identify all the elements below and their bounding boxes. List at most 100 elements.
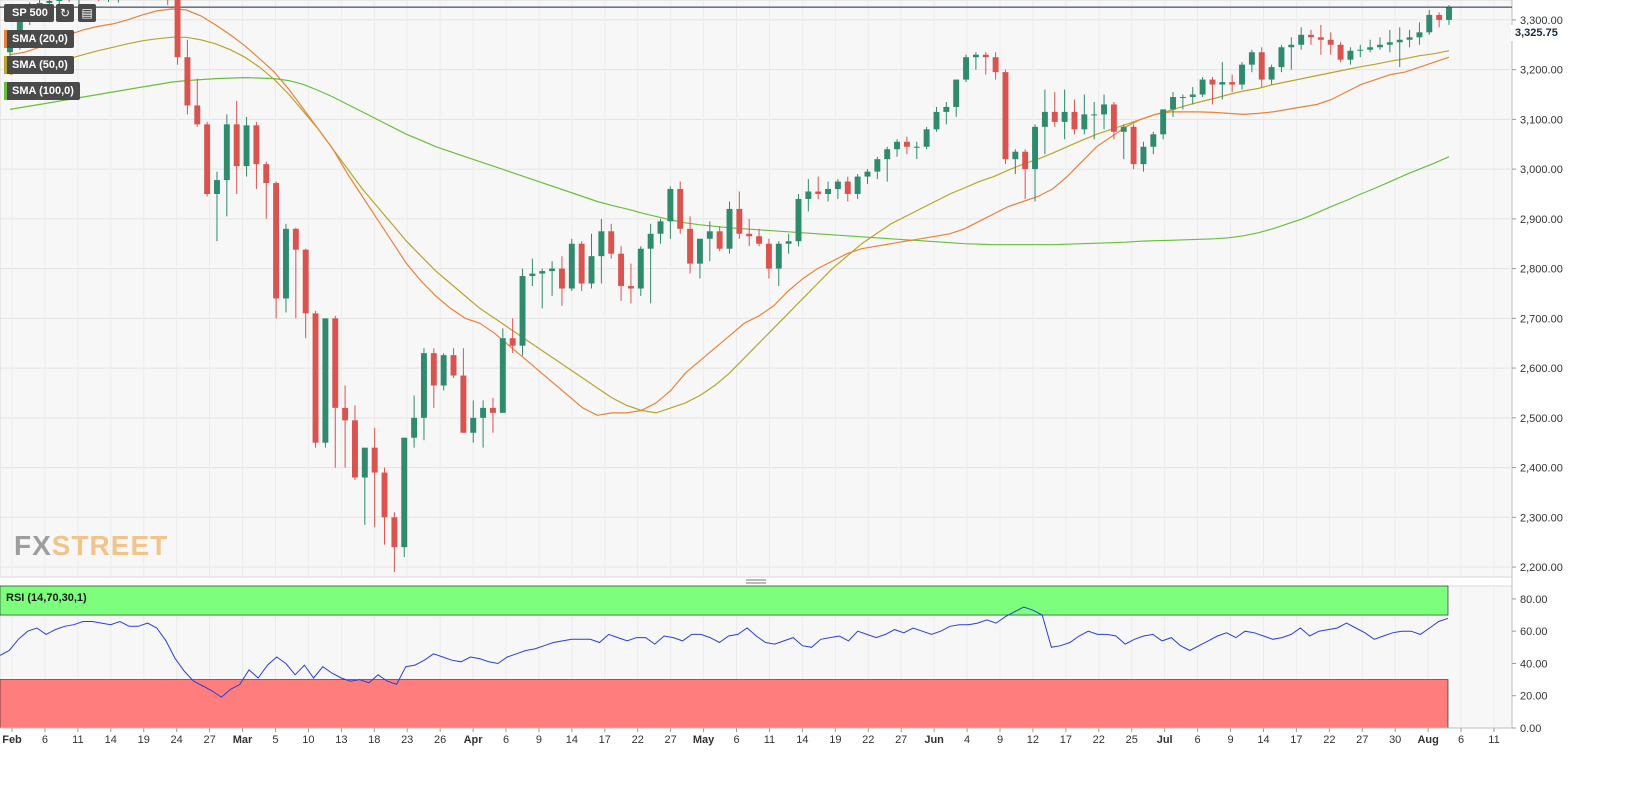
candle-body bbox=[588, 256, 595, 284]
symbol-label[interactable]: SP 500 bbox=[4, 4, 54, 22]
candle-body bbox=[568, 243, 575, 289]
price-panel bbox=[0, 0, 1513, 578]
price-tick-label: 2,600.00 bbox=[1520, 363, 1563, 375]
candle-body bbox=[1229, 82, 1236, 85]
candle-body bbox=[1406, 37, 1413, 40]
time-tick-label: Apr bbox=[464, 734, 484, 746]
candle-body bbox=[618, 253, 625, 287]
candle-body bbox=[352, 420, 358, 478]
time-tick-label: 17 bbox=[1060, 734, 1072, 746]
time-tick-label: 27 bbox=[203, 734, 215, 746]
candle-body bbox=[982, 54, 989, 58]
price-tick-label: 3,100.00 bbox=[1520, 114, 1563, 126]
candle-body bbox=[1436, 14, 1443, 20]
last-price-label: 3,325.75 bbox=[1511, 25, 1569, 41]
candle-body bbox=[1268, 67, 1275, 80]
sma50-label[interactable]: SMA (50,0) bbox=[4, 56, 74, 74]
time-tick-label: 27 bbox=[1356, 734, 1368, 746]
candle-body bbox=[1278, 47, 1285, 68]
time-tick-label: 22 bbox=[632, 734, 644, 746]
candle-body bbox=[667, 189, 674, 222]
candle-body bbox=[263, 164, 270, 184]
candle-body bbox=[204, 124, 211, 194]
candle-body bbox=[391, 517, 398, 548]
time-tick-label: 6 bbox=[1458, 734, 1464, 746]
candle-body bbox=[1071, 111, 1078, 130]
candle-body bbox=[411, 417, 418, 438]
candle-body bbox=[874, 159, 881, 172]
candle-body bbox=[765, 243, 772, 269]
candle-body bbox=[1288, 44, 1295, 48]
candle-body bbox=[716, 231, 723, 249]
candle-body bbox=[509, 338, 516, 346]
time-tick-label: 5 bbox=[272, 734, 278, 746]
price-tick-label: 3,300.00 bbox=[1520, 15, 1563, 27]
candle-body bbox=[519, 276, 526, 346]
time-tick-label: Mar bbox=[233, 734, 253, 746]
candle-body bbox=[1140, 146, 1147, 165]
bar-chart-icon[interactable]: ▤ bbox=[78, 4, 96, 22]
candle-body bbox=[834, 181, 841, 190]
candle-body bbox=[1416, 32, 1423, 38]
candle-body bbox=[1032, 126, 1038, 170]
sma20-label[interactable]: SMA (20,0) bbox=[4, 30, 74, 48]
refresh-icon[interactable]: ↻ bbox=[56, 4, 74, 22]
candle-body bbox=[1091, 114, 1098, 116]
candle-body bbox=[283, 228, 289, 299]
candle-body bbox=[302, 249, 309, 314]
candle-body bbox=[243, 125, 250, 167]
candle-body bbox=[775, 243, 782, 269]
candle-body bbox=[480, 407, 487, 418]
candle-body bbox=[756, 236, 763, 244]
candle-body bbox=[273, 183, 280, 299]
candle-body bbox=[864, 171, 871, 177]
candle-body bbox=[1239, 64, 1245, 85]
time-tick-label: 6 bbox=[1195, 734, 1201, 746]
candle-body bbox=[578, 243, 585, 284]
candle-body bbox=[1377, 44, 1383, 48]
sma20-line bbox=[9, 8, 1450, 416]
time-tick-label: May bbox=[693, 734, 715, 746]
candle-body bbox=[342, 407, 349, 421]
time-tick-label: Feb bbox=[2, 734, 22, 746]
candle-body bbox=[332, 318, 339, 408]
candle-body bbox=[460, 375, 467, 433]
candle-body bbox=[1396, 39, 1403, 43]
candle-body bbox=[854, 176, 861, 194]
candle-body bbox=[687, 228, 694, 264]
candle-body bbox=[1317, 37, 1324, 40]
candle-body bbox=[992, 57, 999, 73]
candle-body bbox=[361, 447, 368, 478]
rsi-tick-label: 80.00 bbox=[1520, 594, 1548, 606]
candle-body bbox=[489, 407, 496, 413]
sma50-line bbox=[9, 36, 1450, 414]
candle-body bbox=[1189, 94, 1196, 97]
candle-body bbox=[1110, 104, 1117, 132]
candle-body bbox=[923, 129, 930, 147]
rsi-tick-label: 20.00 bbox=[1520, 691, 1548, 703]
time-tick-label: 22 bbox=[1093, 734, 1105, 746]
candle-body bbox=[430, 353, 437, 386]
rsi-overbought-zone bbox=[0, 585, 1449, 616]
candle-body bbox=[1209, 79, 1216, 85]
candle-body bbox=[401, 437, 408, 548]
candle-body bbox=[805, 191, 812, 199]
price-tick-label: 2,400.00 bbox=[1520, 463, 1563, 475]
time-tick-label: 17 bbox=[599, 734, 611, 746]
time-tick-label: 11 bbox=[72, 734, 83, 746]
candle-body bbox=[1357, 49, 1364, 51]
time-tick-label: 30 bbox=[1389, 734, 1401, 746]
time-tick-label: 14 bbox=[566, 734, 578, 746]
candle-body bbox=[223, 124, 230, 181]
candle-body bbox=[1258, 52, 1265, 80]
time-tick-label: 27 bbox=[665, 734, 677, 746]
sma100-label[interactable]: SMA (100,0) bbox=[4, 82, 80, 100]
candle-body bbox=[677, 189, 684, 229]
time-tick-label: 9 bbox=[997, 734, 1003, 746]
candle-body bbox=[46, 0, 53, 3]
candle-body bbox=[746, 233, 753, 237]
candle-body bbox=[1179, 96, 1186, 98]
candle-body bbox=[7, 45, 13, 53]
time-tick-label: Jul bbox=[1157, 734, 1173, 746]
